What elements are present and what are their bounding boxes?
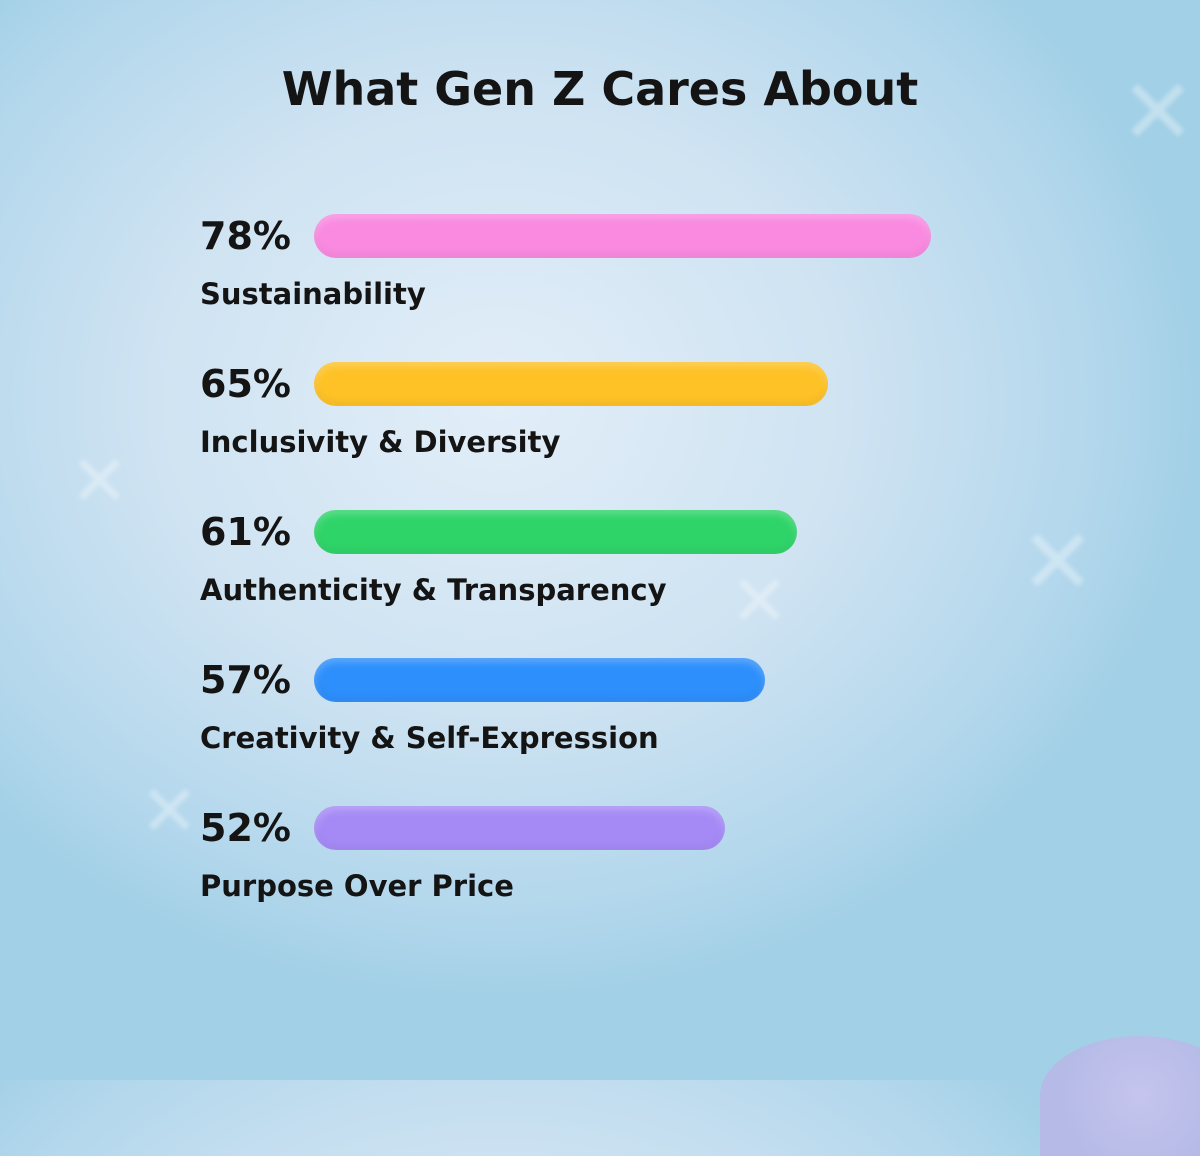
bar	[314, 214, 931, 258]
category-label: Sustainability	[200, 277, 426, 311]
value-label: 78%	[200, 214, 291, 258]
decorative-cross: ✕	[1120, 60, 1196, 165]
bar-row: 65% Inclusivity & Diversity	[200, 362, 1000, 482]
decorative-cross: ✕	[70, 440, 129, 522]
bar-row: 57% Creativity & Self-Expression	[200, 658, 1000, 778]
category-label: Authenticity & Transparency	[200, 573, 667, 607]
decorative-cross: ✕	[1020, 510, 1096, 615]
bar	[314, 658, 765, 702]
chart-title: What Gen Z Cares About	[281, 62, 919, 116]
bar	[314, 806, 726, 850]
category-label: Inclusivity & Diversity	[200, 425, 561, 459]
bar	[314, 362, 829, 406]
value-label: 57%	[200, 658, 291, 702]
decorative-blob	[1040, 1036, 1200, 1156]
bar-row: 78% Sustainability	[200, 214, 1000, 334]
category-label: Purpose Over Price	[200, 869, 514, 903]
bar-row: 52% Purpose Over Price	[200, 806, 1000, 926]
bar-row: 61% Authenticity & Transparency	[200, 510, 1000, 630]
value-label: 52%	[200, 806, 291, 850]
value-label: 61%	[200, 510, 291, 554]
decorative-cross: ✕	[140, 770, 199, 852]
value-label: 65%	[200, 362, 291, 406]
bar	[314, 510, 797, 554]
category-label: Creativity & Self-Expression	[200, 721, 659, 755]
decorative-cross: ✕	[730, 560, 789, 642]
